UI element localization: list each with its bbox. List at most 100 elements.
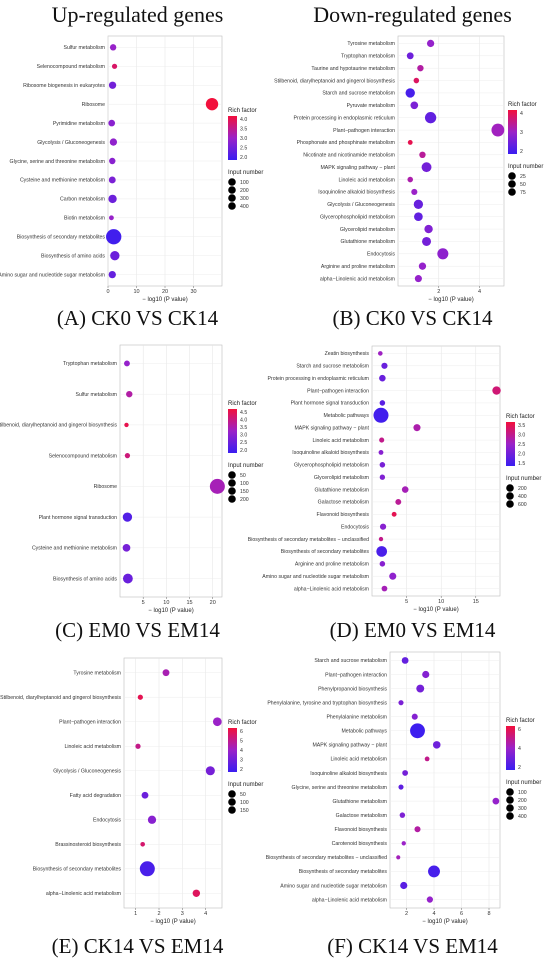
rich-factor-colorbar [506, 422, 515, 466]
data-point [401, 841, 406, 846]
category-label: Arginine and proline metabolism [321, 264, 395, 270]
rich-factor-tick: 6 [240, 729, 243, 735]
rich-factor-tick: 3.0 [240, 433, 247, 439]
x-tick-label: 30 [190, 289, 196, 295]
rich-factor-colorbar [508, 110, 517, 154]
input-number-legend-dot [228, 178, 236, 186]
input-number-legend-title: Input number [228, 170, 263, 176]
category-label: Plant hormone signal transduction [39, 515, 118, 521]
category-label: Plant−pathogen interaction [333, 128, 395, 134]
chart-panel-b: 2 4 Tyrosine metabolism Tryptophan metaboli… [274, 35, 543, 303]
input-number-legend-title: Input number [508, 164, 543, 170]
category-label: Arginine and proline metabolism [295, 562, 369, 568]
x-tick-label: 20 [162, 289, 168, 295]
rich-factor-tick: 3.5 [240, 425, 247, 431]
input-number-legend-dot [228, 194, 236, 202]
data-point [395, 498, 402, 505]
x-axis-title: − log10 (P value) [428, 297, 473, 303]
data-point [411, 188, 418, 196]
x-tick-label: 5 [405, 599, 408, 605]
input-number-legend-value: 150 [240, 489, 249, 495]
category-label: Stilbenoid, diarylheptanoid and gingerol… [274, 78, 395, 84]
category-label: Glycine, serine and threonine metabolism [10, 159, 105, 165]
data-point [126, 390, 133, 398]
data-point [205, 766, 215, 776]
input-number-legend-value: 200 [518, 798, 527, 804]
category-label: Tyrosine metabolism [347, 41, 395, 47]
category-label: Ribosome [94, 484, 117, 490]
category-label: Biotin metabolism [64, 216, 105, 222]
input-number-legend-dot [506, 500, 514, 508]
data-point [124, 360, 130, 367]
category-label: Isoquinoline alkaloid biosynthesis [292, 450, 369, 456]
input-number-legend-dot [506, 788, 514, 796]
data-point [426, 896, 434, 903]
input-number-legend-dot [228, 798, 236, 806]
data-point [124, 422, 129, 428]
data-point [411, 713, 418, 720]
category-label: Ribosome biogenesis in eukaryotes [23, 83, 105, 89]
data-point [378, 449, 384, 455]
rich-factor-tick: 3.5 [240, 126, 247, 132]
data-point [122, 573, 133, 584]
data-point [109, 138, 118, 146]
data-point [111, 63, 118, 69]
input-number-legend-dot [506, 484, 514, 492]
panel-label-e: (E) CK14 VS EM14 [51, 934, 224, 958]
rich-factor-tick: 2.5 [518, 442, 525, 448]
category-label: Glycolysis / Gluconeogenesis [327, 202, 395, 208]
category-label: alpha−Linolenic acid metabolism [294, 586, 369, 592]
data-point [389, 572, 397, 580]
input-number-legend-title: Input number [228, 463, 263, 469]
data-point [108, 194, 117, 204]
input-number-legend-value: 200 [240, 497, 249, 503]
rich-factor-tick: 4.5 [240, 410, 247, 416]
input-number-legend-dot [508, 188, 516, 196]
x-tick-label: 15 [473, 599, 479, 605]
data-point [401, 657, 409, 664]
category-label: Plant hormone signal transduction [291, 401, 370, 407]
data-point [379, 374, 386, 382]
data-point [407, 140, 413, 145]
input-number-legend-title: Input number [506, 476, 541, 482]
input-number-legend-value: 200 [518, 486, 527, 492]
input-number-legend-dot [508, 180, 516, 188]
x-tick-label: 4 [478, 289, 481, 295]
category-label: alpha−Linolenic acid metabolism [312, 897, 387, 903]
data-point [139, 861, 155, 877]
data-point [108, 270, 116, 279]
category-label: Biosynthesis of secondary metabolites − … [266, 855, 387, 861]
input-number-legend-dot [228, 202, 236, 210]
x-tick-label: 5 [142, 600, 145, 606]
input-number-legend-value: 75 [520, 190, 526, 196]
data-point [398, 700, 404, 706]
rich-factor-legend-title: Rich factor [508, 102, 537, 108]
data-point [377, 351, 383, 356]
category-label: Tryptophan metabolism [63, 361, 117, 367]
category-label: Amino sugar and nucleotide sugar metabol… [262, 574, 369, 580]
input-number-legend-value: 50 [240, 792, 246, 798]
category-label: Selenocompound metabolism [49, 453, 117, 459]
input-number-legend-value: 600 [518, 502, 527, 508]
category-label: Pyrimidine metabolism [53, 121, 105, 127]
category-label: Selenocompound metabolism [37, 64, 105, 70]
panel-label-f: (F) CK14 VS EM14 [327, 934, 498, 958]
category-label: Protein processing in endoplasmic reticu… [268, 376, 370, 382]
data-point [205, 98, 219, 111]
rich-factor-tick: 3 [520, 130, 523, 136]
category-label: Zeatin biosynthesis [325, 351, 370, 357]
category-label: Stilbenoid, diarylheptanoid and gingerol… [0, 695, 121, 701]
category-label: Endocytosis [367, 252, 395, 258]
category-label: Glycerophospholipid metabolism [294, 463, 369, 469]
category-label: Endocytosis [93, 818, 121, 824]
x-tick-label: 2 [405, 911, 408, 917]
category-label: Biosynthesis of secondary metabolites [33, 867, 122, 873]
x-tick-label: 4 [204, 911, 207, 917]
category-label: Linoleic acid metabolism [312, 438, 369, 444]
data-point [410, 101, 419, 110]
category-label: Phosphonate and phosphinate metabolism [297, 140, 395, 146]
x-tick-label: 3 [181, 911, 184, 917]
data-point [419, 151, 426, 159]
rich-factor-tick: 2.0 [240, 448, 247, 454]
x-tick-label: 1 [134, 911, 137, 917]
